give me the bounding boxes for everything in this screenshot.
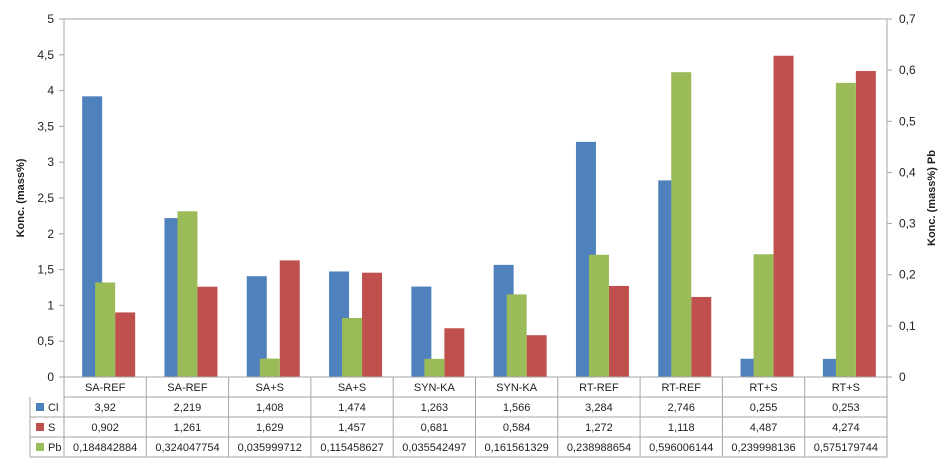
- y2-tick-label: 0,7: [899, 12, 916, 26]
- category-label: SYN-KA: [414, 382, 456, 394]
- data-label-pb: 0,115458627: [320, 442, 383, 454]
- y2-tick-label: 0: [899, 370, 906, 384]
- bar-pb-5: [424, 358, 445, 377]
- category-label: RT-REF: [661, 382, 701, 394]
- y-tick-label: 2,5: [37, 191, 54, 205]
- data-label-cl: 1,263: [421, 402, 449, 414]
- data-label-s: 0,584: [503, 422, 531, 434]
- category-label: SA+S: [256, 382, 284, 394]
- y-tick-label: 0: [47, 370, 54, 384]
- bar-s-7: [608, 285, 629, 377]
- data-label-s: 1,261: [174, 422, 202, 434]
- plot-area: 0 0,5 1 1,5 2 2,5 3 3,5 4 4,5 5 0 0,1 0,2 0,3 0,4 0,5 0,6…: [37, 12, 916, 384]
- category-label: RT-REF: [579, 382, 619, 394]
- bar-pb-6: [506, 294, 527, 377]
- bar-s-5: [444, 328, 465, 377]
- data-label-cl: 2,219: [174, 402, 202, 414]
- category-label: RT+S: [749, 382, 777, 394]
- data-label-cl: 3,284: [585, 402, 613, 414]
- data-label-s: 0,902: [91, 422, 119, 434]
- bar-pb-10: [835, 82, 856, 378]
- bar-pb-7: [588, 254, 609, 377]
- data-label-cl: 0,255: [750, 402, 778, 414]
- data-label-pb: 0,596006144: [649, 442, 713, 454]
- category-label: SA-REF: [85, 382, 126, 394]
- bar-s-2: [197, 286, 218, 377]
- bar-s-4: [362, 272, 383, 377]
- y2-tick-label: 0,1: [899, 319, 916, 333]
- y2-tick-label: 0,4: [899, 165, 916, 179]
- legend-label-cl: Cl: [48, 402, 58, 414]
- data-label-pb: 0,238988654: [567, 442, 631, 454]
- data-label-s: 1,629: [256, 422, 284, 434]
- bar-pb-4: [342, 317, 363, 377]
- y-tick-label: 1,5: [37, 263, 54, 277]
- bar-cl-3: [246, 276, 267, 377]
- data-label-pb: 0,161561329: [485, 442, 549, 454]
- bar-s-8: [691, 296, 712, 377]
- data-label-s: 4,487: [750, 422, 778, 434]
- data-label-pb: 0,324047754: [155, 442, 219, 454]
- data-label-pb: 0,035542497: [402, 442, 466, 454]
- data-label-cl: 1,566: [503, 402, 531, 414]
- data-label-cl: 1,474: [338, 402, 366, 414]
- bar-pb-3: [259, 358, 280, 377]
- data-label-s: 0,681: [421, 422, 449, 434]
- category-label: SA+S: [338, 382, 366, 394]
- y2-tick-label: 0,2: [899, 268, 916, 282]
- data-label-cl: 2,746: [667, 402, 695, 414]
- bar-s-3: [279, 260, 300, 377]
- legend-label-pb: Pb: [48, 442, 61, 454]
- data-label-cl: 3,92: [94, 402, 115, 414]
- y2-tick-label: 0,6: [899, 63, 916, 77]
- category-label: SA-REF: [167, 382, 208, 394]
- category-label: RT+S: [832, 382, 860, 394]
- data-label-s: 1,272: [585, 422, 613, 434]
- y2-tick-label: 0,3: [899, 217, 916, 231]
- y-tick-label: 1: [47, 298, 54, 312]
- y-tick-label: 4: [47, 84, 54, 98]
- bar-s-1: [115, 312, 136, 377]
- y-tick-label: 2: [47, 227, 54, 241]
- category-label: SYN-KA: [496, 382, 538, 394]
- bar-pb-2: [177, 211, 198, 377]
- data-label-pb: 0,184842884: [73, 442, 137, 454]
- data-table: SA-REF SA-REF SA+S SA+S SYN-KA SYN-KA RT-REF RT…: [29, 376, 888, 458]
- data-label-pb: 0,035999712: [238, 442, 302, 454]
- y-tick-label: 0,5: [37, 334, 54, 348]
- bar-cl-5: [411, 286, 432, 377]
- data-label-cl: 1,408: [256, 402, 284, 414]
- bar-s-10: [855, 70, 876, 377]
- legend-swatch-pb: [36, 443, 44, 451]
- data-label-pb: 0,575179744: [814, 442, 878, 454]
- data-label-s: 4,274: [832, 422, 860, 434]
- bar-s-9: [773, 55, 794, 377]
- legend-swatch-cl: [36, 403, 44, 411]
- data-label-pb: 0,239998136: [731, 442, 795, 454]
- bar-pb-9: [753, 254, 774, 377]
- legend-swatch-s: [36, 423, 44, 431]
- data-label-cl: 0,253: [832, 402, 860, 414]
- bar-s-6: [526, 335, 547, 377]
- data-label-s: 1,457: [338, 422, 366, 434]
- legend-label-s: S: [48, 422, 55, 434]
- y-tick-label: 3,5: [37, 119, 54, 133]
- y-tick-label: 5: [47, 12, 54, 26]
- data-label-s: 1,118: [668, 422, 695, 434]
- y2-axis-title: Konc. (mass%) Pb: [926, 150, 938, 246]
- bar-pb-1: [95, 282, 116, 377]
- y-axis-title: Konc. (mass%): [15, 158, 27, 237]
- y-tick-label: 3: [47, 155, 54, 169]
- y-tick-label: 4,5: [37, 48, 54, 62]
- y2-tick-label: 0,5: [899, 114, 916, 128]
- bar-pb-8: [671, 72, 692, 378]
